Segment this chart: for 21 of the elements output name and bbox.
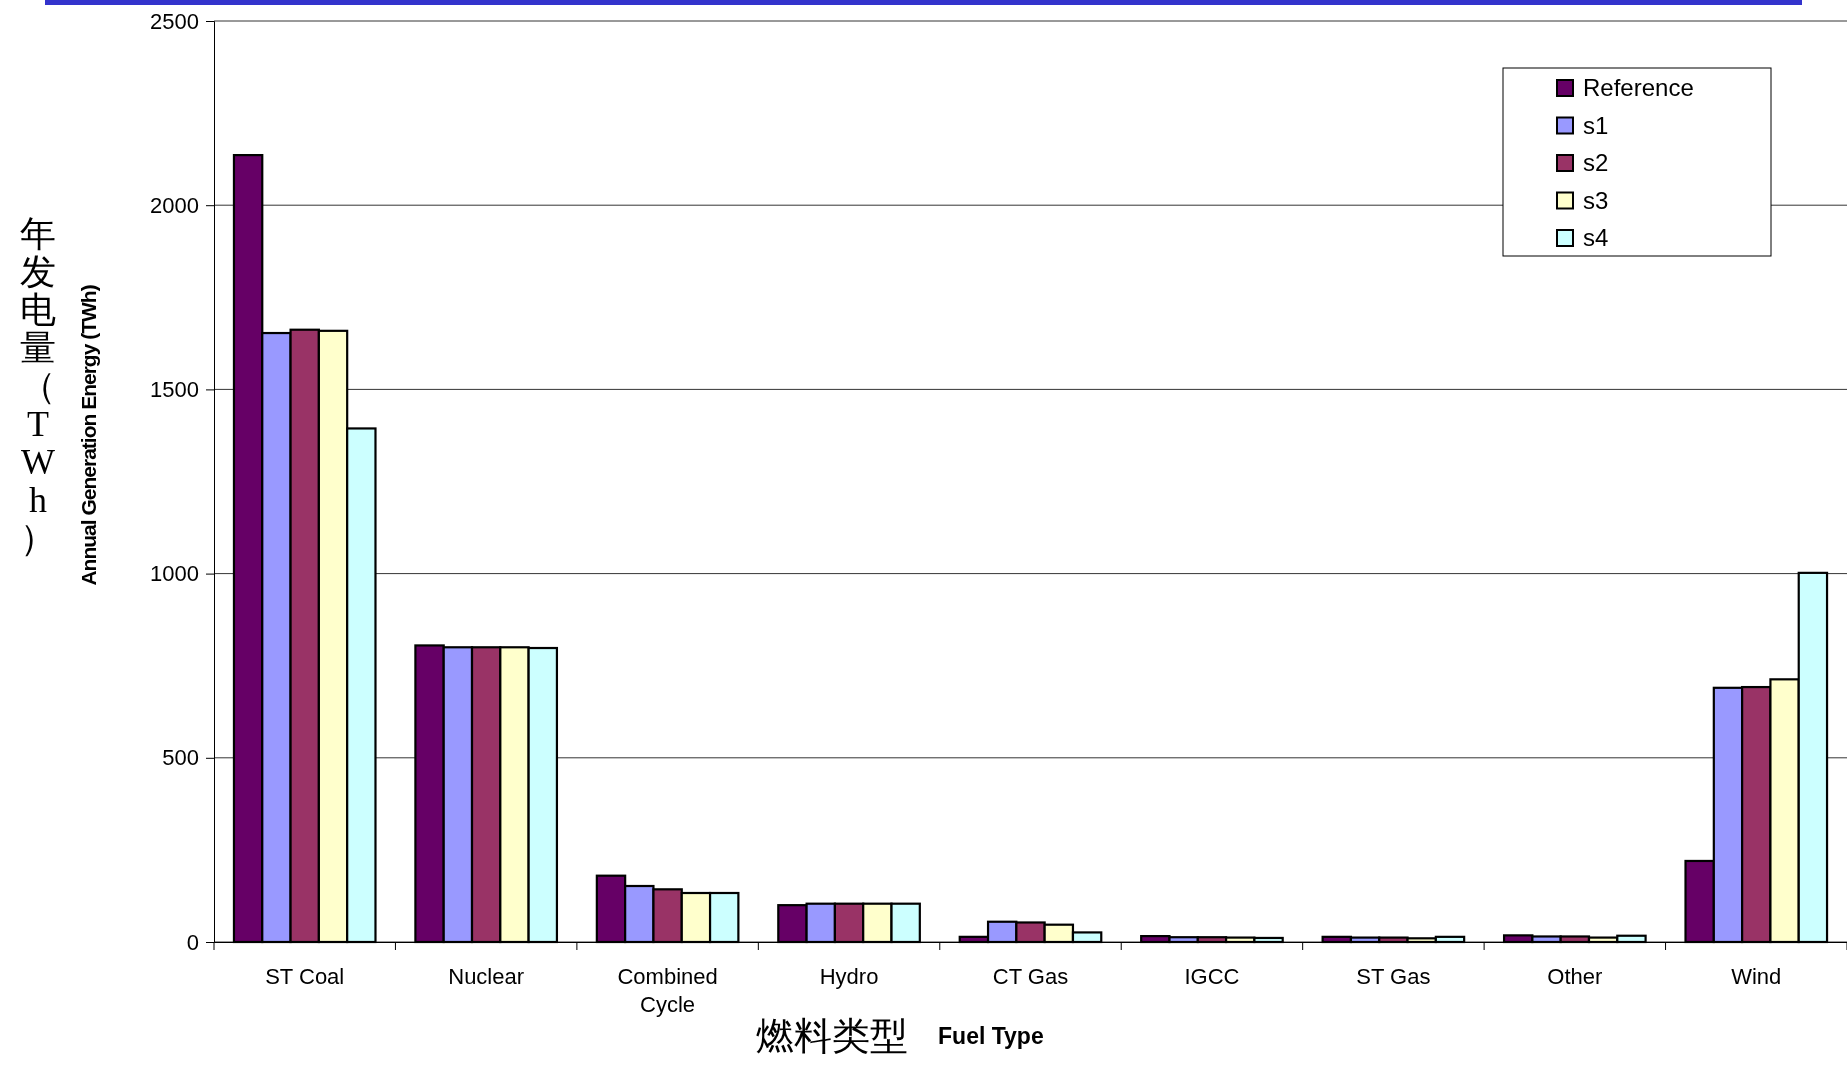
x-axis-title: 燃料类型 Fuel Type: [756, 1015, 1044, 1057]
x-tick-label: IGCC: [1184, 964, 1240, 989]
legend-label: s2: [1583, 149, 1609, 176]
legend-label: s4: [1583, 224, 1609, 251]
x-tick-label: Hydro: [819, 964, 879, 989]
y-tick-label: 500: [162, 745, 199, 771]
x-tick-label: ST Coal: [265, 964, 345, 989]
x-tick-label: Other: [1547, 964, 1603, 989]
legend-label: s1: [1583, 111, 1609, 139]
x-tick-label: Combined Cycle: [617, 964, 718, 1017]
y-tick-label: 1000: [150, 561, 199, 587]
x-tick-label: Nuclear: [448, 964, 525, 989]
y-tick-label: 0: [186, 929, 199, 955]
x-tick-label: Wind: [1731, 964, 1782, 989]
x-tick-label: ST Gas: [1356, 964, 1431, 989]
y-tick-label: 2000: [150, 192, 199, 218]
y-tick-label: 1500: [150, 376, 199, 402]
x-tick-label: CT Gas: [992, 964, 1069, 989]
y-tick-label: 2500: [150, 8, 199, 34]
legend-label: s3: [1583, 186, 1609, 214]
legend-label: Reference: [1583, 74, 1694, 101]
